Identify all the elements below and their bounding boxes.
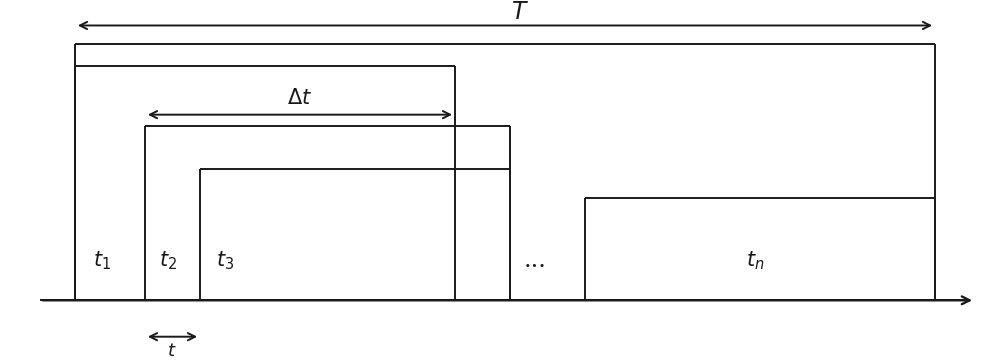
Text: $t_3$: $t_3$ [216,249,234,272]
Text: $t_1$: $t_1$ [93,249,111,272]
Text: ...: ... [524,249,546,272]
Text: $t_2$: $t_2$ [159,249,177,272]
Text: $t$: $t$ [167,342,177,360]
Text: $\Delta t$: $\Delta t$ [287,88,313,108]
Text: $T$: $T$ [511,1,529,24]
Text: $t_n$: $t_n$ [746,249,764,272]
